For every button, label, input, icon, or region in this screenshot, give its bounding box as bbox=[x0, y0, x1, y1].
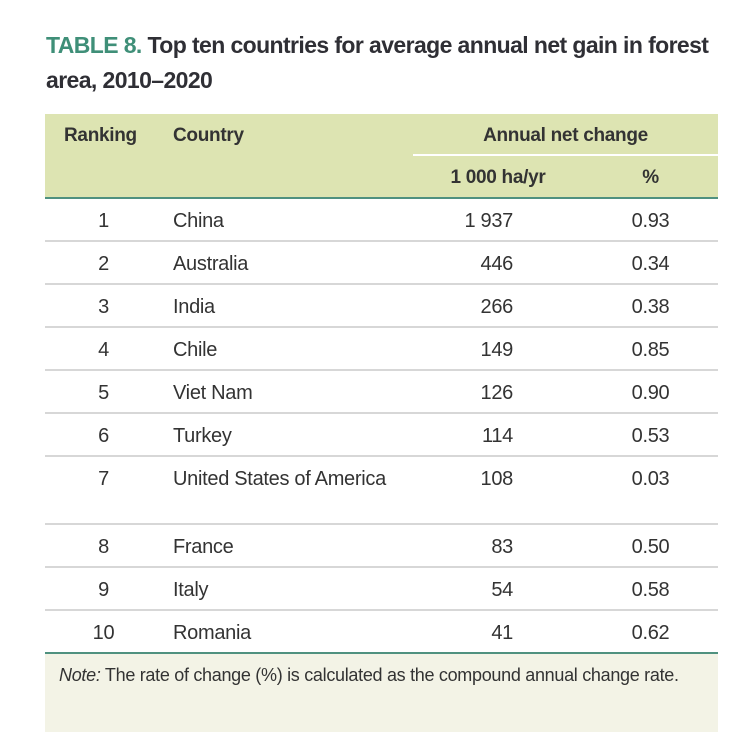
table-number: TABLE 8. bbox=[46, 32, 142, 58]
table-header: Ranking Country Annual net change 1 000 … bbox=[45, 114, 718, 199]
cell-ranking: 2 bbox=[98, 253, 109, 275]
cell-net-change-pct: 0.03 bbox=[631, 468, 670, 490]
cell-net-change-pct: 0.50 bbox=[631, 536, 670, 558]
cell-net-change-ha: 54 bbox=[491, 579, 513, 601]
cell-net-change-pct: 0.90 bbox=[631, 382, 670, 404]
cell-country: China bbox=[173, 210, 224, 232]
cell-country: Italy bbox=[173, 579, 209, 601]
cell-country: France bbox=[173, 536, 234, 558]
cell-net-change-ha: 446 bbox=[480, 253, 514, 275]
cell-ranking: 6 bbox=[98, 425, 109, 447]
cell-country: Viet Nam bbox=[173, 382, 253, 404]
note-text: The rate of change (%) is calculated as … bbox=[100, 665, 679, 685]
table-note: Note: The rate of change (%) is calculat… bbox=[45, 654, 718, 732]
cell-net-change-ha: 266 bbox=[480, 296, 514, 318]
cell-ranking: 4 bbox=[98, 339, 109, 361]
cell-net-change-ha: 1 937 bbox=[464, 210, 513, 232]
table-title: TABLE 8. Top ten countries for average a… bbox=[46, 28, 726, 98]
cell-ranking: 10 bbox=[92, 622, 115, 644]
cell-net-change-pct: 0.34 bbox=[631, 253, 670, 275]
table-body: 1 China 1 937 0.93 2 Australia 446 0.34 3 India 26… bbox=[45, 199, 718, 654]
cell-net-change-pct: 0.53 bbox=[631, 425, 670, 447]
cell-net-change-pct: 0.93 bbox=[631, 210, 670, 232]
forest-gain-table: Ranking Country Annual net change 1 000 … bbox=[45, 114, 718, 732]
table-row: 1 China 1 937 0.93 bbox=[45, 199, 718, 242]
cell-country: Romania bbox=[173, 622, 251, 644]
header-country: Country bbox=[173, 125, 244, 146]
cell-net-change-pct: 0.38 bbox=[631, 296, 670, 318]
cell-ranking: 1 bbox=[98, 210, 109, 232]
cell-ranking: 5 bbox=[98, 382, 109, 404]
table-row: 9 Italy 54 0.58 bbox=[45, 568, 718, 611]
cell-net-change-pct: 0.85 bbox=[631, 339, 670, 361]
cell-country: Chile bbox=[173, 339, 218, 361]
cell-country: Turkey bbox=[173, 425, 232, 447]
cell-net-change-ha: 41 bbox=[491, 622, 513, 644]
cell-country: India bbox=[173, 296, 215, 318]
header-unit-pct: % bbox=[642, 167, 659, 188]
table-row: 10 Romania 41 0.62 bbox=[45, 611, 718, 654]
cell-country: United States of America bbox=[173, 468, 386, 490]
header-annual-net-change: Annual net change bbox=[483, 125, 648, 146]
table-caption: Top ten countries for average annual net… bbox=[46, 32, 709, 93]
cell-net-change-ha: 114 bbox=[482, 425, 513, 447]
note-label: Note: bbox=[59, 665, 101, 685]
table-row: 7 United States of America 108 0.03 bbox=[45, 457, 718, 525]
cell-net-change-ha: 83 bbox=[491, 536, 513, 558]
table-row: 6 Turkey 114 0.53 bbox=[45, 414, 718, 457]
table-row: 2 Australia 446 0.34 bbox=[45, 242, 718, 285]
cell-net-change-pct: 0.62 bbox=[631, 622, 670, 644]
cell-net-change-pct: 0.58 bbox=[631, 579, 670, 601]
header-divider bbox=[413, 154, 718, 156]
cell-ranking: 9 bbox=[98, 579, 109, 601]
header-unit-ha: 1 000 ha/yr bbox=[450, 167, 546, 188]
table-row: 3 India 266 0.38 bbox=[45, 285, 718, 328]
cell-net-change-ha: 149 bbox=[480, 339, 514, 361]
cell-net-change-ha: 108 bbox=[480, 468, 514, 490]
table-row: 5 Viet Nam 126 0.90 bbox=[45, 371, 718, 414]
cell-country: Australia bbox=[173, 253, 249, 275]
cell-ranking: 8 bbox=[98, 536, 109, 558]
header-ranking: Ranking bbox=[64, 125, 137, 146]
cell-ranking: 7 bbox=[98, 468, 109, 490]
table-row: 8 France 83 0.50 bbox=[45, 525, 718, 568]
cell-net-change-ha: 126 bbox=[480, 382, 514, 404]
cell-ranking: 3 bbox=[98, 296, 109, 318]
table-row: 4 Chile 149 0.85 bbox=[45, 328, 718, 371]
